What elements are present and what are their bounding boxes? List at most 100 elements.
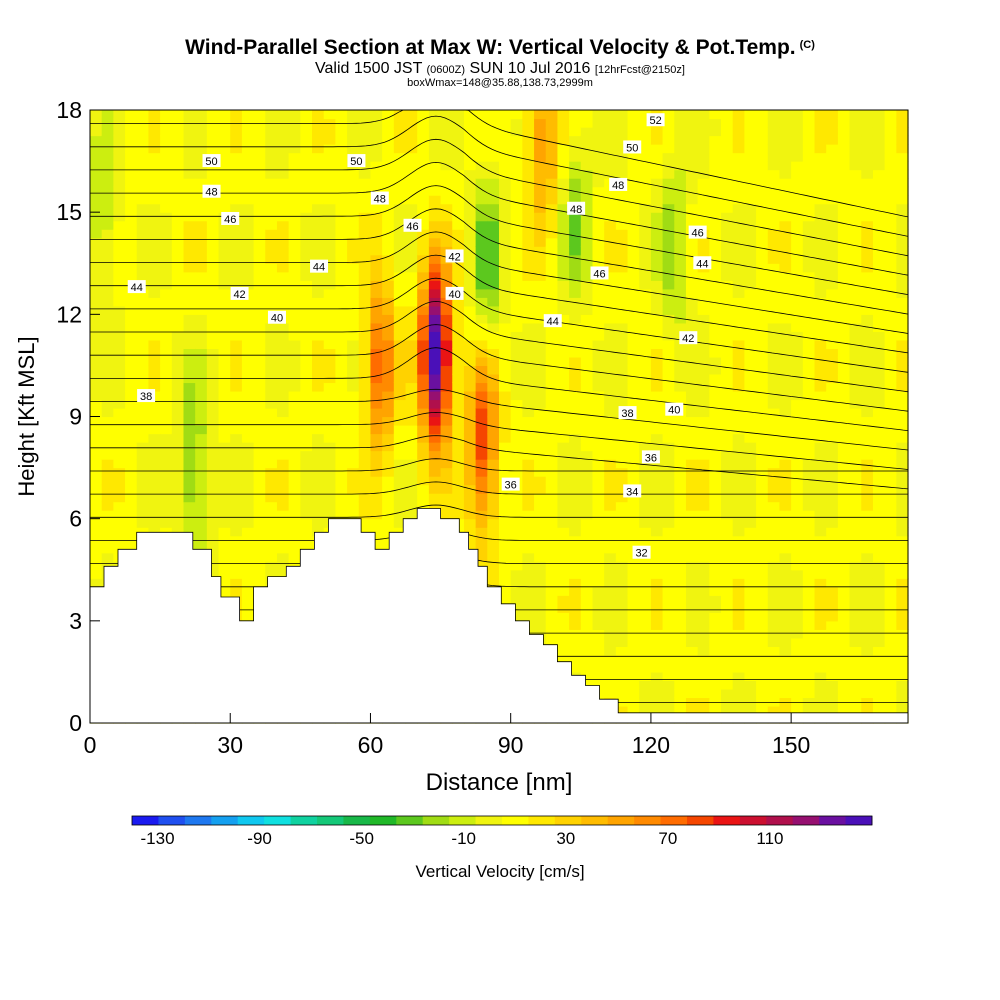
velocity-cell — [195, 331, 208, 341]
velocity-cell — [487, 433, 500, 443]
velocity-cell — [826, 476, 839, 486]
velocity-cell — [639, 705, 652, 716]
velocity-cell — [113, 399, 126, 409]
velocity-cell — [709, 433, 722, 443]
velocity-cell — [300, 297, 313, 307]
copyright-mark: (C) — [799, 39, 815, 51]
velocity-cell — [826, 603, 839, 613]
velocity-cell — [218, 339, 231, 349]
velocity-cell — [253, 331, 266, 341]
velocity-cell — [744, 501, 757, 511]
velocity-cell — [557, 544, 570, 554]
velocity-cell — [767, 620, 781, 630]
velocity-cell — [884, 663, 897, 673]
velocity-cell — [791, 544, 804, 554]
velocity-cell — [791, 527, 804, 537]
velocity-cell — [545, 348, 559, 358]
velocity-cell — [557, 263, 570, 273]
velocity-cell — [335, 203, 348, 213]
velocity-cell — [744, 195, 757, 205]
velocity-cell — [312, 493, 325, 503]
velocity-cell — [849, 118, 862, 128]
velocity-cell — [837, 544, 851, 554]
velocity-cell — [732, 356, 745, 367]
velocity-cell — [849, 203, 862, 213]
velocity-cell — [791, 382, 804, 392]
velocity-cell — [779, 144, 792, 154]
velocity-cell — [288, 229, 301, 239]
velocity-cell — [849, 178, 862, 188]
velocity-cell — [697, 552, 710, 562]
velocity-cell — [510, 212, 523, 222]
velocity-cell — [580, 552, 594, 562]
velocity-cell — [756, 663, 769, 673]
velocity-cell — [171, 280, 185, 290]
velocity-cell — [452, 195, 465, 205]
velocity-cell — [125, 484, 138, 494]
velocity-cell — [253, 552, 266, 562]
velocity-cell — [861, 510, 874, 520]
velocity-cell — [253, 339, 266, 349]
velocity-cell — [265, 467, 278, 477]
velocity-cell — [148, 467, 161, 477]
velocity-cell — [545, 339, 559, 349]
velocity-cell — [569, 637, 582, 647]
velocity-cell — [452, 169, 465, 179]
velocity-cell — [347, 493, 360, 503]
velocity-cell — [685, 271, 699, 281]
velocity-cell — [183, 348, 196, 358]
velocity-cell — [90, 450, 103, 460]
velocity-cell — [580, 518, 594, 528]
velocity-cell — [90, 510, 103, 520]
velocity-cell — [101, 152, 114, 162]
velocity-cell — [452, 356, 465, 367]
velocity-cell — [802, 629, 816, 639]
velocity-cell — [90, 467, 103, 477]
velocity-cell — [837, 433, 851, 443]
velocity-cell — [615, 203, 629, 213]
velocity-cell — [347, 305, 360, 315]
velocity-cell — [370, 339, 383, 349]
velocity-cell — [195, 212, 208, 222]
velocity-cell — [849, 314, 862, 324]
velocity-cell — [709, 450, 722, 460]
velocity-cell — [276, 322, 290, 332]
velocity-cell — [650, 442, 664, 452]
velocity-cell — [732, 399, 745, 409]
velocity-cell — [872, 578, 886, 588]
velocity-cell — [113, 425, 126, 435]
velocity-cell — [347, 288, 360, 298]
velocity-cell — [826, 442, 839, 452]
velocity-cell — [113, 450, 126, 460]
velocity-cell — [206, 382, 220, 392]
velocity-cell — [569, 382, 582, 392]
velocity-cell — [744, 161, 757, 171]
velocity-cell — [756, 561, 769, 571]
velocity-cell — [884, 612, 897, 622]
velocity-cell — [884, 263, 897, 273]
velocity-cell — [253, 263, 266, 273]
velocity-cell — [826, 705, 839, 716]
velocity-cell — [662, 586, 675, 596]
velocity-cell — [545, 297, 559, 307]
velocity-cell — [826, 586, 839, 596]
velocity-cell — [393, 390, 407, 401]
velocity-cell — [370, 203, 383, 213]
velocity-cell — [253, 450, 266, 460]
velocity-cell — [837, 263, 851, 273]
velocity-cell — [569, 356, 582, 367]
velocity-cell — [814, 263, 827, 273]
velocity-cell — [452, 314, 465, 324]
velocity-cell — [697, 518, 710, 528]
velocity-cell — [662, 331, 675, 341]
velocity-cell — [522, 407, 535, 418]
velocity-cell — [545, 203, 559, 213]
velocity-cell — [756, 629, 769, 639]
velocity-cell — [428, 178, 442, 188]
velocity-cell — [639, 493, 652, 503]
velocity-cell — [335, 467, 348, 477]
velocity-cell — [662, 595, 675, 605]
velocity-cell — [557, 127, 570, 137]
velocity-cell — [837, 229, 851, 239]
velocity-cell — [276, 365, 290, 375]
